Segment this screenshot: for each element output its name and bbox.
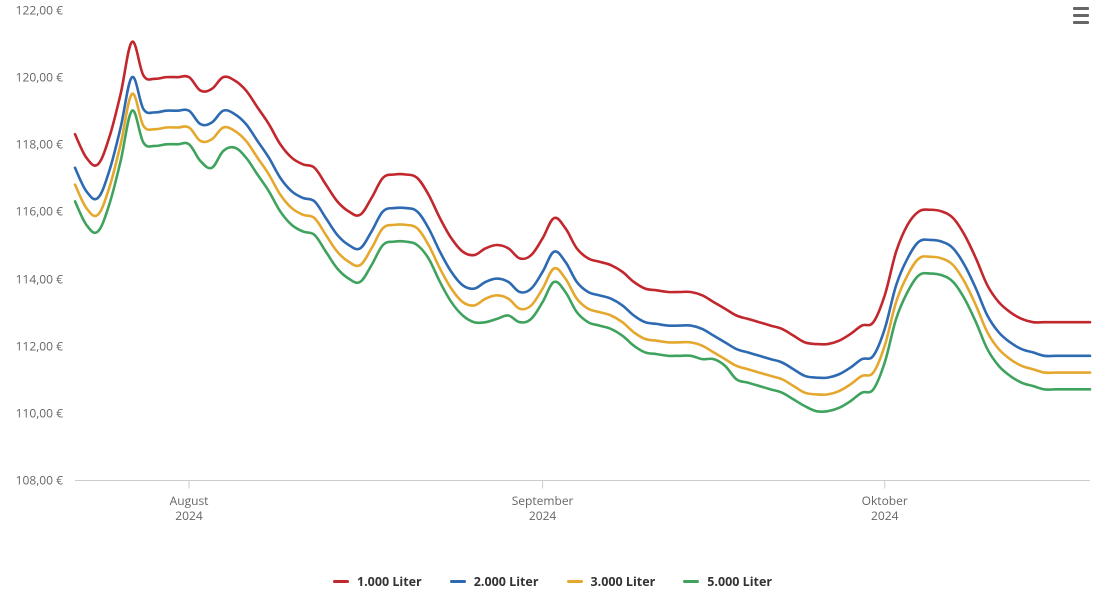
legend: 1.000 Liter 2.000 Liter 3.000 Liter 5.000 L…: [0, 573, 1105, 590]
series-line[interactable]: [75, 110, 1090, 411]
legend-swatch: [333, 580, 349, 584]
x-tick-label-year: 2024: [170, 508, 209, 523]
y-tick-label: 114,00 €: [16, 270, 63, 287]
series-line[interactable]: [75, 94, 1090, 395]
x-tick-label-year: 2024: [862, 508, 908, 523]
legend-label: 2.000 Liter: [474, 573, 539, 590]
legend-label: 5.000 Liter: [707, 573, 772, 590]
series-line[interactable]: [75, 42, 1090, 345]
legend-label: 1.000 Liter: [357, 573, 422, 590]
y-tick-label: 116,00 €: [16, 203, 63, 220]
legend-label: 3.000 Liter: [591, 573, 656, 590]
y-tick-label: 110,00 €: [16, 404, 63, 421]
y-tick-label: 122,00 €: [16, 2, 63, 19]
x-tick-label-month: August: [170, 493, 209, 508]
y-tick-label: 120,00 €: [16, 69, 63, 86]
x-tick-label-month: Oktober: [862, 493, 908, 508]
y-tick-label: 108,00 €: [16, 472, 63, 489]
legend-item[interactable]: 1.000 Liter: [333, 573, 422, 590]
x-tick-label-year: 2024: [512, 508, 574, 523]
y-tick-label: 112,00 €: [16, 337, 63, 354]
price-chart: 108,00 € 110,00 € 112,00 € 114,00 € 116,00 €…: [0, 0, 1105, 602]
legend-swatch: [683, 580, 699, 584]
x-tick-label: Oktober2024: [862, 493, 908, 523]
legend-swatch: [450, 580, 466, 584]
legend-swatch: [567, 580, 583, 584]
x-tick-label: August2024: [170, 493, 209, 523]
x-tick-label-month: September: [512, 493, 574, 508]
y-tick-label: 118,00 €: [16, 136, 63, 153]
legend-item[interactable]: 5.000 Liter: [683, 573, 772, 590]
legend-item[interactable]: 3.000 Liter: [567, 573, 656, 590]
series-line[interactable]: [75, 77, 1090, 378]
x-tick-label: September2024: [512, 493, 574, 523]
legend-item[interactable]: 2.000 Liter: [450, 573, 539, 590]
